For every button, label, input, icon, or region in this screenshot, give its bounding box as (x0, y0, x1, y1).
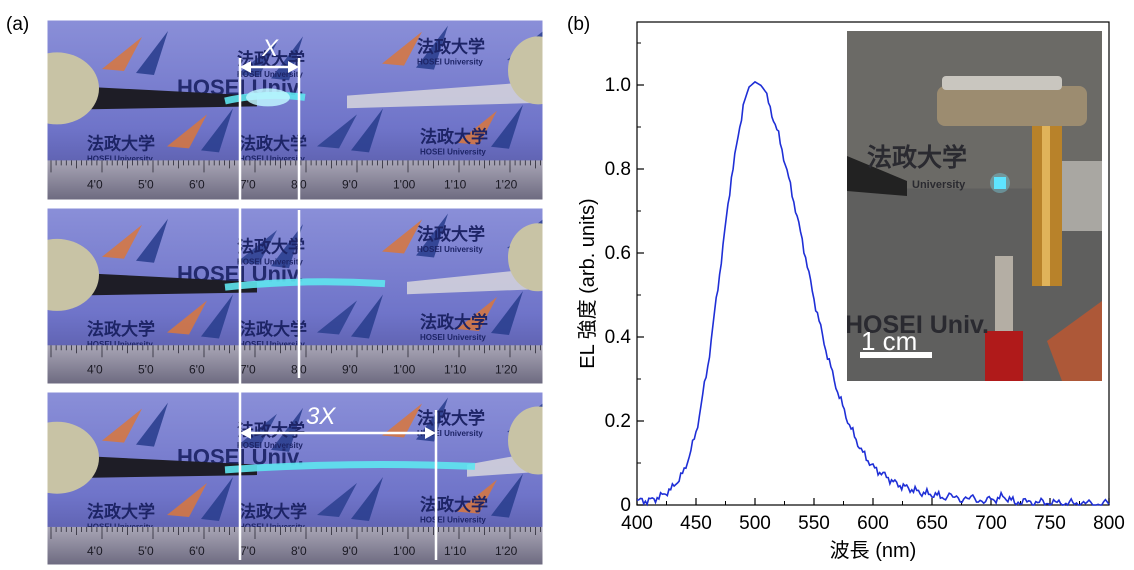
y-tick-label: 0.4 (605, 327, 632, 348)
ruler-tick-label: 8'0 (291, 544, 307, 558)
ruler-tick-label: 4'0 (87, 544, 103, 558)
logo-text-jp: 法政大学 (87, 134, 155, 154)
scale-bar (860, 352, 932, 358)
x-tick-label: 500 (739, 513, 771, 534)
ruler-tick-label: 4'0 (87, 362, 103, 376)
el-spectrum-chart: 400 450 500 550 600 650 700 750 800 0 0.2 0.4 0.6 0.8… (576, 21, 1125, 562)
logo-text-en: HOSEI University (237, 257, 303, 266)
logo-text-en: HOSEI University (237, 70, 303, 79)
ruler-tick-label: 1'00 (393, 177, 416, 191)
x-tick-label: 600 (857, 513, 889, 534)
logo-text-jp: 法政大学 (420, 494, 488, 514)
logo-text-en: HOSEI University (239, 522, 305, 531)
logo-text-en: HOSEI University (239, 340, 305, 349)
panel-a: (a) 法政大学 HOSEI University 法政大学 HOSEI Univer… (0, 0, 560, 566)
ruler-tick-label: 9'0 (342, 544, 358, 558)
logo-text-jp: 法政大学 (239, 134, 307, 154)
x-tick-label: 800 (1093, 513, 1125, 534)
logo-text-en: HOSEI University (420, 333, 486, 342)
logo-text-jp: 法政大学 (239, 319, 307, 339)
y-tick-label: 0 (620, 495, 631, 516)
ruler-tick-label: 7'0 (240, 177, 256, 191)
logo-text-jp: 法政大学 (239, 501, 307, 521)
arrow-3x (240, 427, 436, 439)
y-tick-label: 0.2 (605, 411, 631, 432)
ruler-tick-label: 1'00 (393, 362, 416, 376)
arrow-x (240, 61, 299, 73)
logo-text-en: HOSEI University (420, 515, 486, 524)
logo-text-en: HOSEI University (417, 429, 483, 438)
panel-b: (b) 400 450 500 550 600 650 700 750 800 0 0.2 0.4 0.… (560, 0, 1134, 565)
series-line-el-spectrum (636, 80, 1110, 507)
logo-text-jp: 法政大学 (87, 501, 155, 521)
ruler-tick-label: 1'20 (495, 177, 518, 191)
logo-text-jp: 法政大学 (417, 408, 485, 428)
logo-text-jp: 法政大学 (237, 420, 305, 440)
label-x: X (261, 35, 279, 62)
logo-text-en: HOSEI University (417, 245, 483, 254)
ruler-tick-label: 5'0 (138, 544, 154, 558)
inset-brand-text: HOSEI Univ. (845, 311, 989, 339)
logo-text-en: HOSEI University (239, 155, 305, 164)
logo-text-en: HOSEI University (420, 147, 486, 156)
y-tick-label: 0.8 (605, 159, 631, 180)
inset-logo-text-jp: 法政大学 (867, 143, 967, 172)
ruler-tick-label: 1'10 (444, 544, 467, 558)
ruler-tick-label: 6'0 (189, 544, 205, 558)
ruler-tick-label: 5'0 (138, 362, 154, 376)
logo-text-en: HOSEI University (87, 340, 153, 349)
logo-text-jp: 法政大学 (420, 126, 488, 146)
ruler-tick-label: 5'0 (138, 177, 154, 191)
ruler-tick-label: 1'10 (444, 177, 467, 191)
logo-text-en: HOSEI University (87, 522, 153, 531)
ruler-tick-label: 7'0 (240, 362, 256, 376)
inset-logo-text-en: University (912, 179, 966, 191)
x-tick-label: 750 (1034, 513, 1066, 534)
ruler-tick-label: 9'0 (342, 177, 358, 191)
ruler-tick-label: 1'20 (495, 544, 518, 558)
ruler-tick-label: 1'00 (393, 544, 416, 558)
ruler-tick-label: 6'0 (189, 177, 205, 191)
panel-b-label: (b) (567, 14, 591, 35)
y-axis-label: EL 強度 (arb. units) (576, 198, 599, 368)
panel-a-label: (a) (6, 14, 30, 35)
x-tick-label: 650 (916, 513, 948, 534)
x-tick-label: 700 (975, 513, 1007, 534)
y-tick-label: 1.0 (605, 75, 631, 96)
x-tick-label: 450 (680, 513, 712, 534)
logo-text-jp: 法政大学 (417, 224, 485, 244)
x-axis-label: 波長 (nm) (830, 539, 917, 562)
x-tick-label: 550 (798, 513, 830, 534)
emission-spot (994, 177, 1006, 189)
x-tick-label: 400 (621, 513, 653, 534)
label-3x: 3X (306, 403, 336, 430)
logo-text-en: HOSEI University (417, 57, 483, 66)
ruler-tick-label: 1'10 (444, 362, 467, 376)
ruler-tick-label: 7'0 (240, 544, 256, 558)
scale-bar-label: 1 cm (861, 326, 917, 356)
logo-text-jp: 法政大学 (420, 312, 488, 332)
binder-clip (937, 86, 1087, 126)
ruler-tick-label: 9'0 (342, 362, 358, 376)
ruler-tick-label: 4'0 (87, 177, 103, 191)
logo-text-en: HOSEI University (237, 441, 303, 450)
ruler-tick-label: 1'20 (495, 362, 518, 376)
y-tick-label: 0.6 (605, 243, 631, 264)
logo-text-jp: 法政大学 (417, 36, 485, 56)
ruler-tick-label: 6'0 (189, 362, 205, 376)
logo-text-en: HOSEI University (87, 155, 153, 164)
logo-text-jp: 法政大学 (237, 236, 305, 256)
probe-lower (995, 256, 1013, 336)
probe-left (847, 156, 907, 196)
inset-photo: 法政大学 University HOSEI Univ.1 cm (845, 31, 1102, 381)
logo-text-jp: 法政大学 (87, 319, 155, 339)
